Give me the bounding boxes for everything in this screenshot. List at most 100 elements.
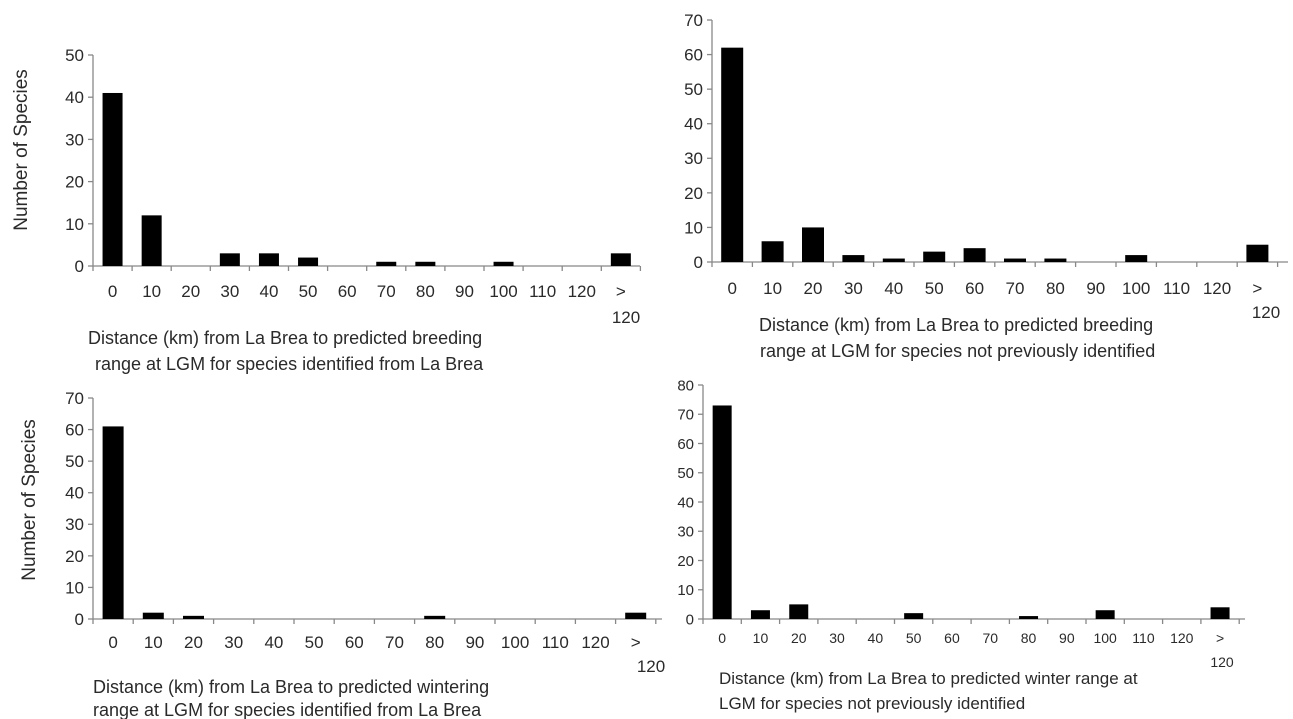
bar-50 — [298, 257, 319, 266]
x-tick-label: 70 — [1006, 279, 1025, 298]
x-tick-label: 100 — [489, 282, 517, 301]
x-tick-label: 50 — [925, 279, 944, 298]
x-tick-label: 100 — [501, 633, 529, 652]
x-tick-label: 50 — [906, 630, 922, 646]
y-tick-label: 80 — [677, 377, 694, 394]
bar-50 — [904, 613, 924, 619]
y-tick-label: 40 — [65, 88, 84, 107]
y-axis-title: Number of Species — [19, 419, 40, 581]
x-tick-label: 10 — [763, 279, 782, 298]
y-tick-label: 40 — [684, 115, 703, 134]
x-tick-label-continued: 120 — [1252, 303, 1280, 322]
x-tick-label: 120 — [1170, 630, 1194, 646]
y-tick-label: 10 — [677, 582, 694, 599]
bar-120 — [1210, 607, 1230, 619]
x-tick-label: > — [631, 633, 641, 652]
bar-20 — [802, 227, 824, 262]
bar-80 — [424, 615, 446, 619]
x-tick-label: 100 — [1093, 630, 1117, 646]
bar-0 — [721, 47, 744, 263]
bar-30 — [842, 255, 865, 262]
y-tick-label: 30 — [677, 524, 694, 541]
x-tick-label: > — [1252, 279, 1262, 298]
bar-80 — [415, 261, 436, 266]
x-tick-label: 0 — [108, 633, 117, 652]
x-tick-label: 30 — [844, 279, 863, 298]
y-tick-label: 0 — [686, 611, 694, 628]
bar-120 — [625, 612, 647, 619]
x-tick-label: 80 — [425, 633, 444, 652]
x-tick-label: 70 — [385, 633, 404, 652]
bar-10 — [141, 215, 162, 266]
bar-40 — [882, 258, 905, 262]
bar-100 — [1125, 255, 1148, 262]
bar-30 — [219, 253, 240, 266]
x-tick-label: 20 — [184, 633, 203, 652]
x-axis-title-line-2: range at LGM for species identified from… — [93, 700, 482, 719]
x-tick-label: 110 — [1132, 630, 1155, 646]
x-tick-label: 120 — [1203, 279, 1231, 298]
x-tick-label: 110 — [542, 633, 569, 652]
bar-100 — [493, 261, 514, 266]
x-tick-label: 70 — [377, 282, 396, 301]
x-tick-label: > — [1216, 630, 1224, 646]
y-tick-label: 70 — [65, 389, 84, 408]
bar-20 — [789, 604, 809, 619]
x-tick-label-continued: 120 — [612, 308, 640, 327]
x-tick-label: 60 — [965, 279, 984, 298]
bar-120 — [610, 253, 631, 266]
x-tick-label: 110 — [529, 282, 556, 301]
chart-wintering-identified: Number of Species Distance (km) from La … — [19, 389, 665, 719]
bar-10 — [750, 610, 770, 619]
x-tick-label: 120 — [568, 282, 596, 301]
bar-120 — [1246, 244, 1269, 262]
y-tick-label: 60 — [677, 436, 694, 453]
x-tick-label: 30 — [829, 630, 845, 646]
x-tick-label: 0 — [718, 630, 726, 646]
y-tick-label: 50 — [65, 46, 84, 65]
x-tick-label: 40 — [868, 630, 884, 646]
x-tick-label: 30 — [220, 282, 239, 301]
x-tick-label: 90 — [1086, 279, 1105, 298]
y-axis-title: Number of Species — [11, 69, 32, 231]
x-tick-label: 20 — [181, 282, 200, 301]
y-tick-label: 60 — [65, 421, 84, 440]
x-tick-label: 60 — [345, 633, 364, 652]
x-tick-label: 20 — [791, 630, 807, 646]
x-tick-label: 90 — [455, 282, 474, 301]
x-tick-label: 40 — [264, 633, 283, 652]
y-tick-label: 50 — [65, 452, 84, 471]
x-tick-label: 80 — [1021, 630, 1037, 646]
y-tick-label: 10 — [65, 215, 84, 234]
x-tick-label: 70 — [982, 630, 998, 646]
x-axis-title-line-1: Distance (km) from La Brea to predicted … — [93, 677, 489, 697]
y-tick-label: 30 — [684, 149, 703, 168]
y-tick-label: 60 — [684, 46, 703, 65]
bar-100 — [1095, 610, 1115, 619]
x-tick-label: 40 — [884, 279, 903, 298]
x-axis-title-line-2: range at LGM for species identified from… — [95, 354, 484, 374]
bar-70 — [1004, 258, 1026, 262]
y-tick-label: 10 — [684, 218, 703, 237]
x-tick-label: 50 — [305, 633, 324, 652]
y-tick-label: 0 — [694, 253, 703, 272]
x-tick-label: 0 — [727, 279, 736, 298]
chart-breeding-identified: Number of Species Distance (km) from La … — [11, 46, 642, 374]
y-tick-label: 20 — [65, 547, 84, 566]
x-tick-label: 10 — [753, 630, 769, 646]
x-tick-label: 40 — [259, 282, 278, 301]
chart-winter-not-identified: Distance (km) from La Brea to predicted … — [677, 377, 1245, 713]
y-tick-label: 10 — [65, 578, 84, 597]
x-tick-label: 0 — [108, 282, 117, 301]
y-tick-label: 0 — [75, 610, 84, 629]
bar-40 — [258, 253, 279, 266]
x-tick-label-continued: 120 — [1210, 654, 1234, 670]
y-tick-label: 50 — [684, 80, 703, 99]
x-axis-title-line-1: Distance (km) from La Brea to predicted … — [88, 328, 482, 348]
y-tick-label: 40 — [677, 494, 694, 511]
chart-breeding-not-identified: Distance (km) from La Brea to predicted … — [684, 11, 1288, 361]
x-tick-label: 110 — [1163, 279, 1190, 298]
x-tick-label: 20 — [804, 279, 823, 298]
x-axis-title-line-1: Distance (km) from La Brea to predicted … — [759, 315, 1153, 335]
